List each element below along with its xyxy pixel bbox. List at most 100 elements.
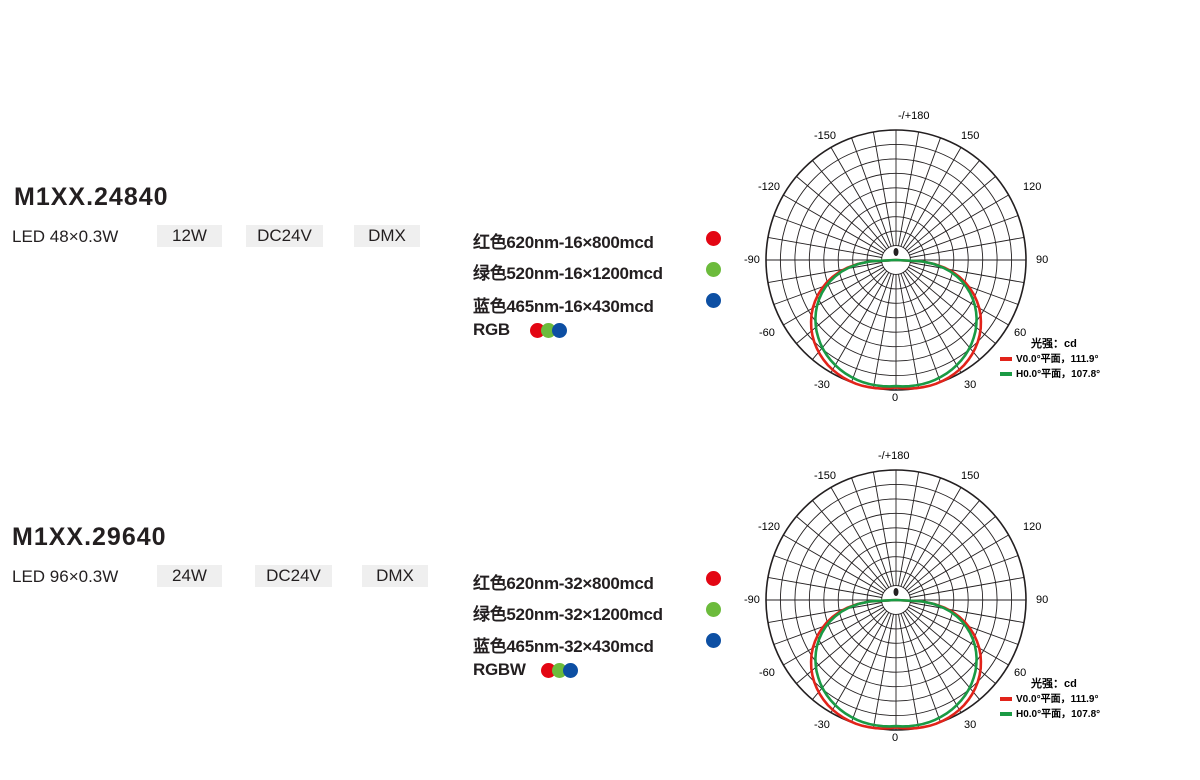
h-plane-curve [814,598,978,728]
center-mark [893,588,899,596]
angle-label-neg120: -120 [758,181,780,193]
grid-spoke [830,272,890,373]
grid-spoke [906,176,996,252]
legend-h-label: H0.0°平面，107.8° [1016,368,1100,380]
mix-label: RGBW [473,660,526,679]
legend-swatch-green [1000,712,1012,716]
grid-spoke [783,534,884,594]
angle-label-180: -/+180 [878,450,910,462]
polar-grid [765,469,1027,731]
grid-spoke [904,160,980,250]
color-label: 红色620nm-32×800mcd [473,574,654,593]
grid-spoke [812,160,888,250]
legend-swatch-red [1000,697,1012,701]
grid-spoke [767,602,882,624]
polar-diagram: -/+180 -150 150 -120 120 -90 90 -60 60 -… [744,450,1100,744]
grid-spoke [872,131,894,246]
grid-spoke [851,273,892,383]
color-row-green: 绿色520nm-32×1200mcd [473,598,733,624]
grid-spoke [898,471,920,586]
angle-label-60: 60 [1014,327,1026,339]
grid-spoke [812,270,888,360]
angle-label-150: 150 [961,130,979,142]
angle-label-150: 150 [961,470,979,482]
color-spec-list: 红色620nm-16×800mcd 绿色520nm-16×1200mcd 蓝色4… [473,224,733,344]
grid-spoke [909,555,1019,596]
color-label: 绿色520nm-16×1200mcd [473,264,663,283]
power-tag: 24W [157,565,222,587]
grid-spoke [783,266,884,326]
blue-dot-icon [706,633,721,648]
angle-label-90: 90 [1036,254,1048,266]
color-label: 红色620nm-16×800mcd [473,233,654,252]
color-row-red: 红色620nm-16×800mcd [473,226,733,252]
grid-spoke [872,274,894,389]
grid-spoke [908,194,1009,254]
polar-diagram: -/+180 -150 150 -120 120 -90 90 -60 60 -… [744,110,1100,404]
grid-spoke [851,137,892,247]
grid-spoke [908,534,1009,594]
grid-spoke [851,613,892,723]
grid-spoke [910,236,1025,258]
product-block: M1XX.29640 LED 96×0.3W 24W DC24V DMX 红色6… [0,440,1200,780]
legend-h-label: H0.0°平面，107.8° [1016,708,1100,720]
angle-label-neg90: -90 [744,594,760,606]
mix-label: RGB [473,320,510,339]
legend-title: 光强：cd [1030,676,1077,690]
control-tag: DMX [354,225,420,247]
grid-spoke [908,606,1009,666]
angle-label-0: 0 [892,392,898,404]
green-dot-icon [706,602,721,617]
color-row-mix: RGBW [473,658,733,682]
grid-spoke [767,236,882,258]
angle-label-180: -/+180 [898,110,930,122]
grid-spoke [830,612,890,713]
grid-spoke [898,614,920,729]
led-spec: LED 96×0.3W [12,567,119,586]
angle-label-neg30: -30 [814,379,830,391]
angle-label-neg60: -60 [759,327,775,339]
grid-spoke [830,487,890,588]
grid-spoke [900,273,941,383]
rgb-dots-icon [541,663,581,679]
angle-label-neg90: -90 [744,254,760,266]
model-title: M1XX.24840 [14,183,169,211]
red-dot-icon [706,571,721,586]
angle-label-neg60: -60 [759,667,775,679]
color-label: 蓝色465nm-16×430mcd [473,297,654,316]
center-mark [893,248,899,256]
product-block: M1XX.24840 LED 48×0.3W 12W DC24V DMX 红色6… [0,100,1200,440]
grid-spoke [872,614,894,729]
h-plane-curve [814,258,978,388]
legend-swatch-red [1000,357,1012,361]
grid-spoke [796,516,886,592]
blue-dot-icon [552,323,567,338]
grid-spoke [767,262,882,284]
power-tag: 12W [157,225,222,247]
grid-spoke [910,262,1025,284]
angle-label-neg30: -30 [814,719,830,731]
voltage-tag: DC24V [246,225,323,247]
grid-spoke [773,555,883,596]
grid-spoke [902,487,962,588]
grid-spoke [910,576,1025,598]
grid-spoke [902,147,962,248]
angle-label-120: 120 [1023,521,1041,533]
legend-swatch-green [1000,372,1012,376]
rgb-dots-icon [530,323,570,339]
angle-label-60: 60 [1014,667,1026,679]
grid-spoke [904,270,980,360]
grid-spoke [902,272,962,373]
legend-title: 光强：cd [1030,336,1077,350]
grid-spoke [898,131,920,246]
grid-spoke [900,477,941,587]
grid-spoke [904,610,980,700]
voltage-tag: DC24V [255,565,332,587]
grid-spoke [906,516,996,592]
grid-spoke [909,215,1019,256]
color-row-blue: 蓝色465nm-16×430mcd [473,290,733,316]
grid-spoke [902,612,962,713]
angle-label-neg150: -150 [814,130,836,142]
grid-spoke [910,602,1025,624]
grid-spoke [904,500,980,590]
